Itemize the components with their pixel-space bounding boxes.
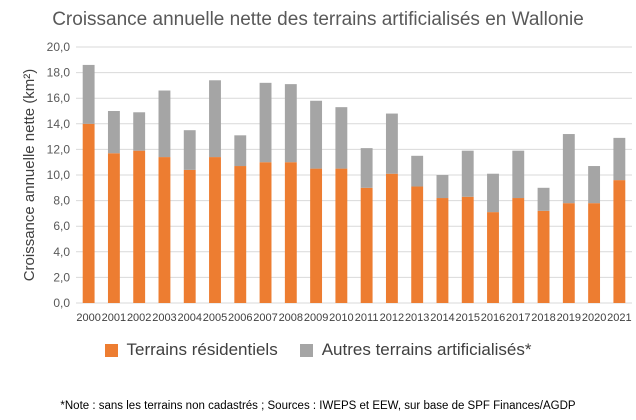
y-axis-label: Croissance annuelle nette (km²)	[21, 69, 38, 282]
x-tick-label: 2017	[506, 312, 530, 324]
bar-residential	[360, 187, 373, 303]
x-tick-label: 2006	[228, 312, 252, 324]
y-tick-label: 6,0	[53, 219, 70, 233]
x-tick-labels: 2000 2001 2002 2003 2004 2005 2006 2007 2008 2009…	[76, 312, 631, 324]
footnote: *Note : sans les terrains non cadastrés …	[60, 400, 576, 412]
x-tick-label: 2015	[455, 312, 479, 324]
bar-residential	[259, 162, 272, 303]
bar-other	[537, 187, 550, 211]
bar-other	[310, 100, 323, 169]
bar-other	[461, 150, 474, 197]
x-tick-label: 2009	[304, 312, 328, 324]
x-tick-label: 2008	[279, 312, 303, 324]
x-tick-label: 2011	[355, 312, 379, 324]
bar-residential	[209, 157, 221, 303]
x-tick-label: 2021	[607, 312, 631, 324]
bar-other	[411, 155, 424, 187]
bar-other	[183, 130, 196, 170]
y-tick-label: 18,0	[47, 66, 71, 80]
bar-other	[436, 175, 449, 199]
bar-residential	[385, 173, 398, 303]
x-tick-label: 2004	[177, 312, 201, 324]
x-tick-label: 2005	[203, 312, 227, 324]
x-tick-label: 2007	[253, 312, 277, 324]
x-tick-label: 2012	[380, 312, 404, 324]
x-tick-label: 2019	[557, 312, 581, 324]
bar-residential	[234, 166, 247, 303]
bar-other	[209, 80, 221, 158]
bar-other	[133, 112, 146, 151]
legend-label-residential: Terrains résidentiels	[126, 340, 278, 359]
x-tick-label: 2002	[127, 312, 151, 324]
x-tick-label: 2000	[76, 312, 100, 324]
bar-residential	[487, 212, 499, 303]
bar-residential	[613, 180, 626, 303]
legend-item-residential: Terrains résidentiels	[104, 340, 278, 360]
bar-residential	[82, 123, 95, 303]
bar-other	[158, 90, 171, 158]
bar-other	[259, 82, 272, 163]
y-tick-label: 12,0	[47, 142, 71, 156]
bar-other	[613, 137, 626, 181]
bar-residential	[436, 198, 449, 303]
bar-residential	[588, 203, 601, 303]
bar-residential	[133, 150, 146, 303]
x-tick-label: 2003	[152, 312, 176, 324]
bar-other	[335, 107, 348, 169]
y-tick-label: 8,0	[53, 194, 70, 208]
legend-item-other: Autres terrains artificialisés*	[299, 340, 532, 360]
bar-residential	[158, 157, 171, 303]
bar-other	[82, 64, 95, 124]
bar-other	[385, 113, 398, 174]
x-tick-label: 2016	[481, 312, 505, 324]
x-tick-label: 2001	[102, 312, 126, 324]
y-tick-labels: 0,0 2,0 4,0 6,0 8,0 10,0 12,0 14,0 16,0 18,0 20,0	[47, 40, 71, 310]
bar-other	[487, 173, 499, 213]
bar-residential	[183, 169, 196, 303]
bar-residential	[335, 168, 348, 303]
x-tick-label: 2014	[430, 312, 454, 324]
legend-swatch-other	[299, 343, 313, 357]
bar-other	[360, 148, 373, 188]
bar-other	[562, 134, 575, 204]
legend-swatch-residential	[104, 343, 118, 357]
bars	[82, 64, 626, 303]
y-tick-label: 14,0	[47, 117, 71, 131]
bar-other	[234, 135, 247, 167]
y-tick-label: 10,0	[47, 168, 71, 182]
bar-residential	[411, 186, 424, 303]
bar-residential	[512, 198, 525, 303]
legend-label-other: Autres terrains artificialisés*	[321, 340, 532, 359]
legend: Terrains résidentiels Autres terrains ar…	[0, 340, 636, 360]
x-tick-label: 2013	[405, 312, 429, 324]
bar-residential	[284, 162, 297, 303]
x-tick-label: 2010	[329, 312, 353, 324]
bar-other	[284, 84, 297, 163]
bar-residential	[537, 210, 550, 303]
y-tick-label: 20,0	[47, 40, 71, 54]
y-tick-label: 4,0	[53, 245, 70, 259]
y-tick-label: 0,0	[53, 296, 70, 310]
bar-residential	[107, 153, 120, 303]
bar-residential	[461, 196, 474, 303]
bar-residential	[562, 203, 575, 303]
y-tick-label: 16,0	[47, 91, 71, 105]
bar-other	[588, 166, 601, 204]
x-tick-label: 2018	[531, 312, 555, 324]
y-tick-label: 2,0	[53, 270, 70, 284]
chart-title: Croissance annuelle nette des terrains a…	[52, 9, 584, 30]
bar-residential	[310, 168, 323, 303]
x-tick-label: 2020	[582, 312, 606, 324]
bar-other	[512, 150, 525, 199]
bar-other	[107, 111, 120, 154]
